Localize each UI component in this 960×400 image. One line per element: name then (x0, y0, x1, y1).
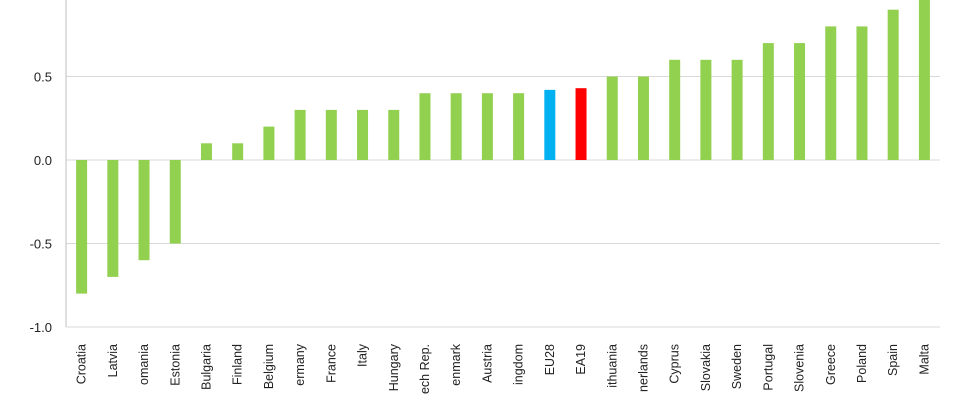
bar-ech-rep- (419, 93, 431, 160)
x-category-label: Finland (231, 344, 245, 385)
x-category-label: Malta (917, 344, 931, 375)
x-category-label: EA19 (574, 344, 588, 375)
bar-enmark (450, 93, 462, 160)
x-category-label: Bulgaria (199, 344, 213, 390)
bar-latvia (107, 160, 119, 277)
y-tick-label: 0.5 (34, 70, 52, 85)
bar-finland (232, 143, 244, 160)
x-category-label: Slovenia (793, 344, 807, 392)
bar-hungary (388, 109, 400, 160)
bar-ermany (294, 109, 306, 160)
x-category-label: EU28 (543, 344, 557, 375)
x-category-label: Cyprus (668, 344, 682, 384)
bar-croatia (76, 160, 88, 294)
x-axis-category-labels: Croatia Latvia omania Estonia Bulgaria Finlan… (75, 343, 932, 394)
x-category-label: ech Rep. (418, 344, 432, 394)
y-axis-tick-labels: -1.0 -0.5 0.0 0.5 (30, 70, 52, 336)
bar-eu28 (544, 89, 556, 160)
x-category-label: France (324, 344, 338, 383)
bar-omania (138, 160, 150, 261)
x-category-label: Italy (356, 343, 370, 367)
x-category-label: Greece (824, 344, 838, 385)
x-category-label: Sweden (730, 344, 744, 389)
y-tick-label: 0.0 (34, 153, 52, 168)
bar-portugal (762, 43, 774, 160)
x-category-label: Latvia (106, 344, 120, 377)
x-category-label: enmark (449, 343, 463, 385)
bar-ea19 (575, 88, 587, 160)
x-category-label: Austria (480, 344, 494, 383)
bar-cyprus (669, 59, 681, 160)
bar-austria (481, 93, 493, 160)
x-category-label: ingdom (512, 344, 526, 385)
y-tick-label: -0.5 (30, 237, 52, 252)
bar-sweden (731, 59, 743, 160)
x-category-label: Poland (855, 344, 869, 383)
bar-slovakia (700, 59, 712, 160)
bar-ithuania (606, 76, 618, 160)
bar-france (325, 109, 337, 160)
bar-bulgaria (200, 143, 212, 160)
y-tick-label: -1.0 (30, 320, 52, 335)
bar-slovenia (794, 43, 806, 160)
bar-estonia (169, 160, 181, 244)
x-category-label: Belgium (262, 344, 276, 389)
x-category-label: nerlands (636, 344, 650, 392)
x-category-label: Portugal (761, 344, 775, 391)
bar-malta (918, 0, 930, 160)
x-category-label: Spain (886, 344, 900, 376)
bar-ingdom (513, 93, 525, 160)
x-category-label: omania (137, 344, 151, 385)
bars (76, 0, 930, 294)
x-category-label: Estonia (168, 344, 182, 386)
gridlines (66, 76, 940, 328)
bar-italy (357, 109, 369, 160)
x-category-label: ithuania (605, 344, 619, 388)
x-category-label: Slovakia (699, 344, 713, 391)
bar-nerlands (637, 76, 649, 160)
bar-belgium (263, 126, 275, 160)
x-category-label: Croatia (75, 344, 89, 384)
x-category-label: ermany (293, 343, 307, 385)
x-category-label: Hungary (387, 343, 401, 391)
bar-greece (825, 26, 837, 161)
bar-spain (887, 9, 899, 161)
bar-poland (856, 26, 868, 161)
